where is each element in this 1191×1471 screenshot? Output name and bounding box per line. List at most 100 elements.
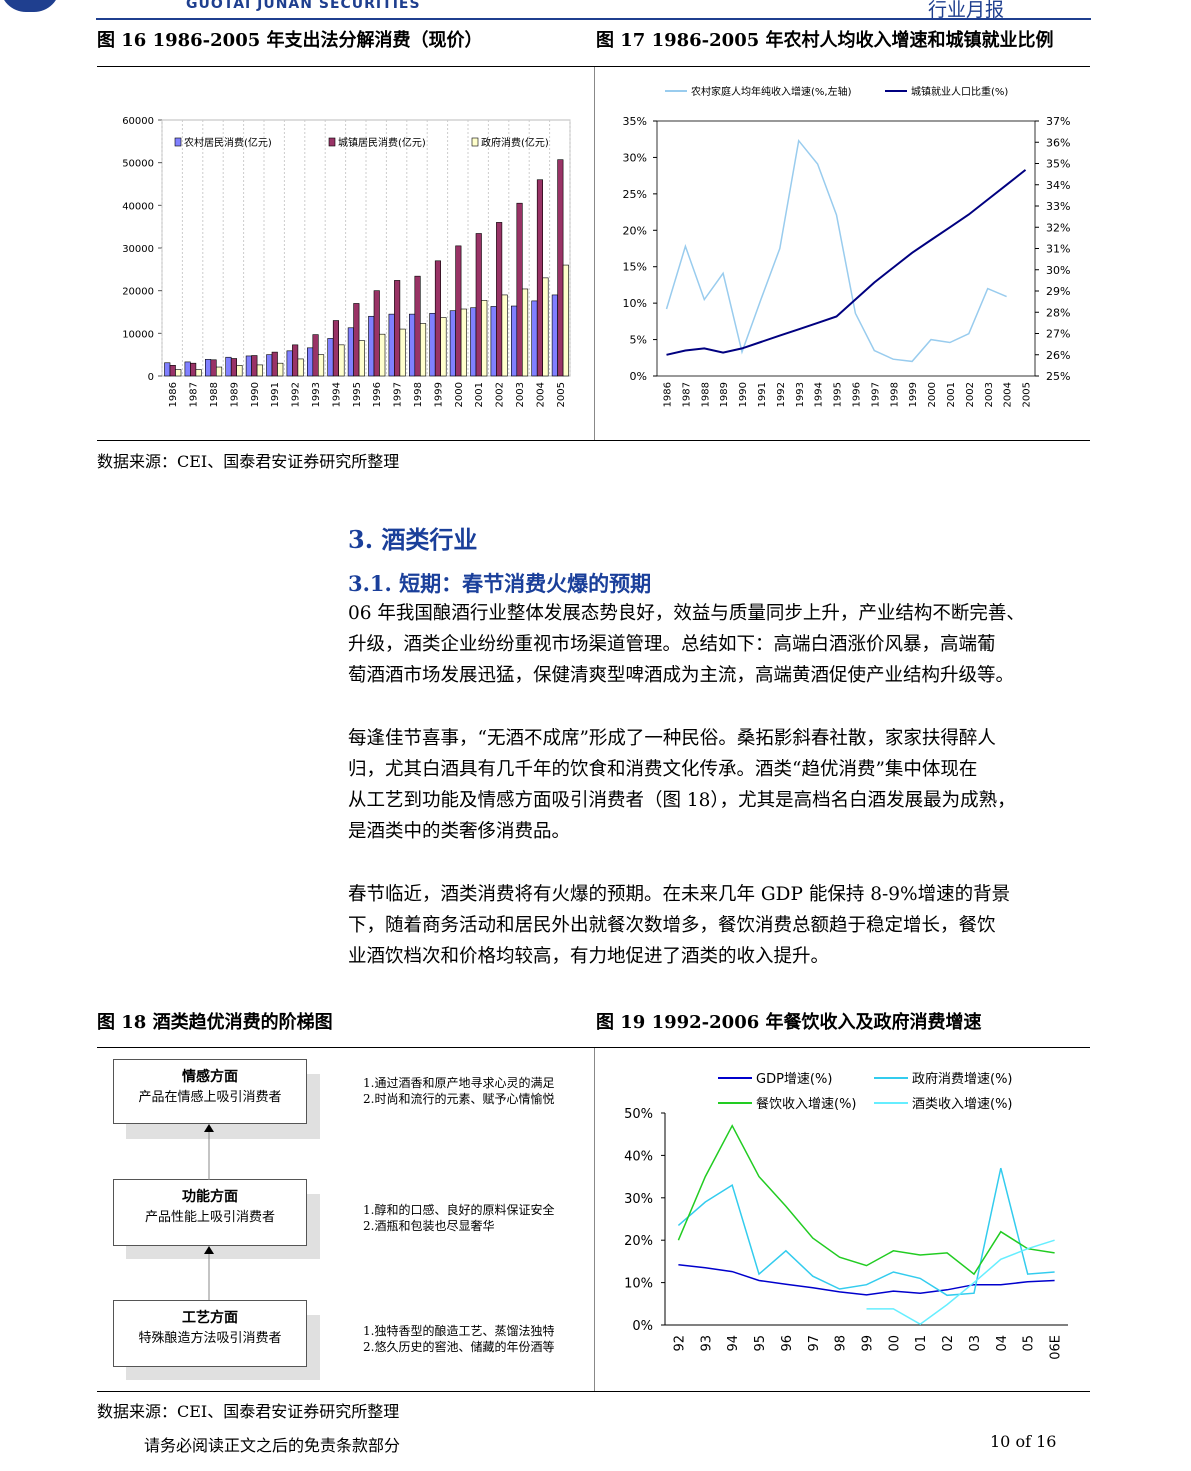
x-tick-label: 1989 <box>719 382 730 407</box>
x-tick-label: 98 <box>834 1335 849 1352</box>
arrow-up-icon <box>204 1246 214 1254</box>
bar-2 <box>312 334 319 377</box>
fig16-title: 图 16 1986-2005 年支出法分解消费（现价） <box>97 30 483 51</box>
paragraph-line: 归，尤其白酒具有几千年的饮食和消费文化传承。酒类“趋优消费”集中体现在 <box>348 759 978 780</box>
series-line-1 <box>665 138 1007 363</box>
bar-2 <box>271 351 278 377</box>
y-tick-label: 60000 <box>122 116 154 127</box>
y-tick-label: 10000 <box>122 329 154 340</box>
y-tick-label-left: 20% <box>623 224 647 237</box>
x-tick-label: 03 <box>968 1335 983 1352</box>
fig16-chart: 0 10000 20000 30000 40000 50000 60000 1986 1987 1… <box>122 116 571 407</box>
y-tick-label-right: 25% <box>1046 370 1070 383</box>
y-tick-label: 50% <box>624 1107 653 1122</box>
x-tick-label: 2000 <box>927 382 938 407</box>
y-tick-label: 0 <box>148 372 154 383</box>
y-tick-label: 10% <box>624 1277 653 1292</box>
bar-2 <box>536 179 544 377</box>
x-tick-label: 1986 <box>662 382 673 407</box>
legend-label: 酒类收入增速(%) <box>912 1097 1013 1112</box>
note-line: 2.时尚和流行的元素、赋予心情愉悦 <box>363 1092 555 1106</box>
fig-top-rule-2 <box>97 1047 1090 1048</box>
bar-1 <box>164 362 171 377</box>
fig18-title: 图 18 酒类趋优消费的阶梯图 <box>97 1012 333 1033</box>
brand-name: GUOTAI JUNAN SECURITIES <box>186 0 421 12</box>
x-tick-label: 2005 <box>556 382 567 407</box>
bar-2 <box>557 159 564 377</box>
paragraph-line: 业酒饮档次和价格均较高，有力地促进了酒类的收入提升。 <box>348 946 830 967</box>
y-tick-label: 50000 <box>122 159 154 170</box>
step-title: 工艺方面 <box>182 1310 238 1326</box>
fig19-title: 图 19 1992-2006 年餐饮收入及政府消费增速 <box>596 1012 982 1033</box>
paragraph-line: 下，随着商务活动和居民外出就餐次数增多，餐饮消费总额趋于稳定增长，餐饮 <box>348 915 996 936</box>
x-tick-label: 1988 <box>209 382 220 407</box>
y-tick-label-right: 32% <box>1046 221 1070 234</box>
paragraph-line: 06 年我国酿酒行业整体发展态势良好，效益与质量同步上升，产业结构不断完善、 <box>348 603 1025 624</box>
y-tick-label: 40000 <box>122 201 154 212</box>
paragraph-1: 06 年我国酿酒行业整体发展态势良好，效益与质量同步上升，产业结构不断完善、 升… <box>348 598 1088 691</box>
page-number: 10 of 16 <box>990 1432 1057 1451</box>
series-line-1 <box>678 1264 1055 1296</box>
y-tick-label-right: 31% <box>1046 243 1070 256</box>
fig17-title: 图 17 1986-2005 年农村人均收入增速和城镇就业比例 <box>596 30 1054 51</box>
x-tick-label: 1993 <box>311 382 322 407</box>
y-tick-label-left: 15% <box>623 261 647 274</box>
x-tick-label: 1999 <box>908 382 919 407</box>
x-tick-label: 1996 <box>851 382 862 407</box>
x-tick-label: 1990 <box>250 382 261 407</box>
paragraph-line: 春节临近，酒类消费将有火爆的预期。在未来几年 GDP 能保持 8-9%增速的背景 <box>348 884 1011 905</box>
x-tick-label: 97 <box>807 1335 822 1352</box>
legend-label: 政府消费(亿元) <box>481 136 549 149</box>
y-tick-label-right: 29% <box>1046 285 1070 298</box>
bar-3 <box>399 328 406 377</box>
source-note-1: 数据来源：CEI、国泰君安证券研究所整理 <box>97 452 400 471</box>
bar-1 <box>449 310 456 377</box>
bar-3 <box>195 369 202 377</box>
bar-1 <box>470 307 477 377</box>
x-tick-label: 2002 <box>495 382 506 407</box>
bar-1 <box>408 313 416 377</box>
bar-3 <box>236 365 243 377</box>
bar-1 <box>225 356 232 377</box>
y-tick-label: 40% <box>624 1149 653 1164</box>
y-tick-label-left: 25% <box>623 188 647 201</box>
y-tick-label: 20% <box>624 1234 653 1249</box>
bar-1 <box>205 359 212 377</box>
legend-label: 农村居民消费(亿元) <box>184 136 272 149</box>
x-tick-label: 1998 <box>889 382 900 407</box>
bar-3 <box>521 288 529 377</box>
step-box-function: 功能方面 产品性能上吸引消费者 <box>113 1179 307 1246</box>
x-tick-label: 95 <box>753 1335 768 1352</box>
step-subtitle: 产品性能上吸引消费者 <box>144 1210 275 1225</box>
x-tick-label: 1993 <box>795 382 806 407</box>
bar-2 <box>455 245 462 377</box>
step-title: 情感方面 <box>182 1069 238 1085</box>
y-tick-label-right: 34% <box>1046 179 1070 192</box>
bar-1 <box>286 350 293 377</box>
x-tick-label: 1997 <box>393 382 404 407</box>
y-tick-label-left: 10% <box>623 297 647 310</box>
bar-2 <box>414 275 421 377</box>
paragraph-line: 升级，酒类企业纷纷重视市场渠道管理。总结如下：高端白酒涨价风暴，高端葡 <box>348 634 996 655</box>
paragraph-line: 萄酒酒市场发展迅猛，保健清爽型啤酒成为主流，高端黄酒促使产业结构升级等。 <box>348 665 1015 686</box>
legend-swatch <box>471 137 479 147</box>
bar-3 <box>175 369 182 377</box>
x-tick-label: 1990 <box>738 382 749 407</box>
bar-2 <box>373 290 380 377</box>
bar-2 <box>230 358 237 377</box>
bar-1 <box>307 347 314 377</box>
fig-divider-2 <box>594 1048 595 1391</box>
bar-1 <box>551 294 558 377</box>
x-tick-label: 2003 <box>984 382 995 407</box>
bar-3 <box>277 362 284 377</box>
x-tick-label: 2003 <box>515 382 526 407</box>
x-tick-label: 02 <box>941 1335 956 1352</box>
bar-3 <box>216 366 223 377</box>
note-line: 1.独特香型的酿造工艺、蒸馏法独特 <box>363 1324 555 1338</box>
x-tick-label: 2001 <box>474 382 485 407</box>
x-tick-label: 1995 <box>833 382 844 407</box>
y-tick-label-right: 27% <box>1046 328 1070 341</box>
y-tick-label-left: 30% <box>623 151 647 164</box>
legend-swatch <box>174 137 182 147</box>
bar-2 <box>496 222 503 377</box>
